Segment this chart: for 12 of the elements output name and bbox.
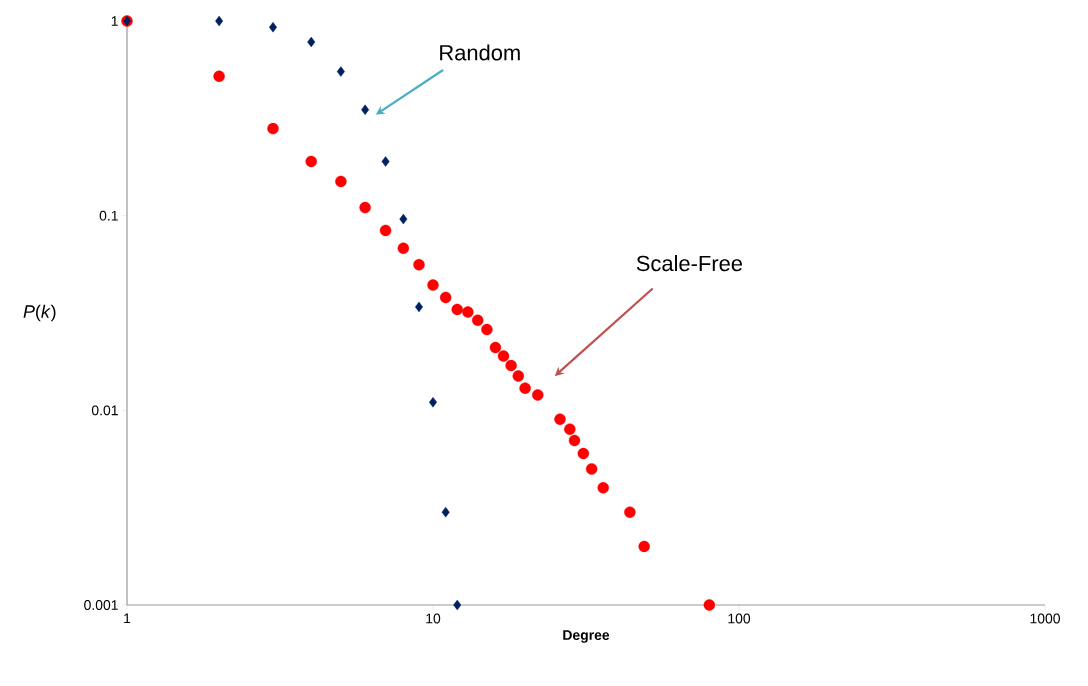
x-axis-title: Degree xyxy=(563,630,610,643)
y-axis-title: P(k) xyxy=(23,304,56,322)
x-tick-label: 1000 xyxy=(1030,613,1060,624)
y-tick-label: 0.1 xyxy=(99,210,118,221)
x-tick-label: 10 xyxy=(426,613,441,624)
y-tick-label: 1 xyxy=(111,16,118,26)
annotation: Random xyxy=(440,44,520,61)
x-tick-label: 1 xyxy=(124,613,131,624)
annotation: Scale-Free xyxy=(636,255,743,272)
y-tick-label: 0.001 xyxy=(84,600,118,610)
y-tick-label: 0.01 xyxy=(91,405,118,416)
x-tick-label: 100 xyxy=(728,613,751,624)
